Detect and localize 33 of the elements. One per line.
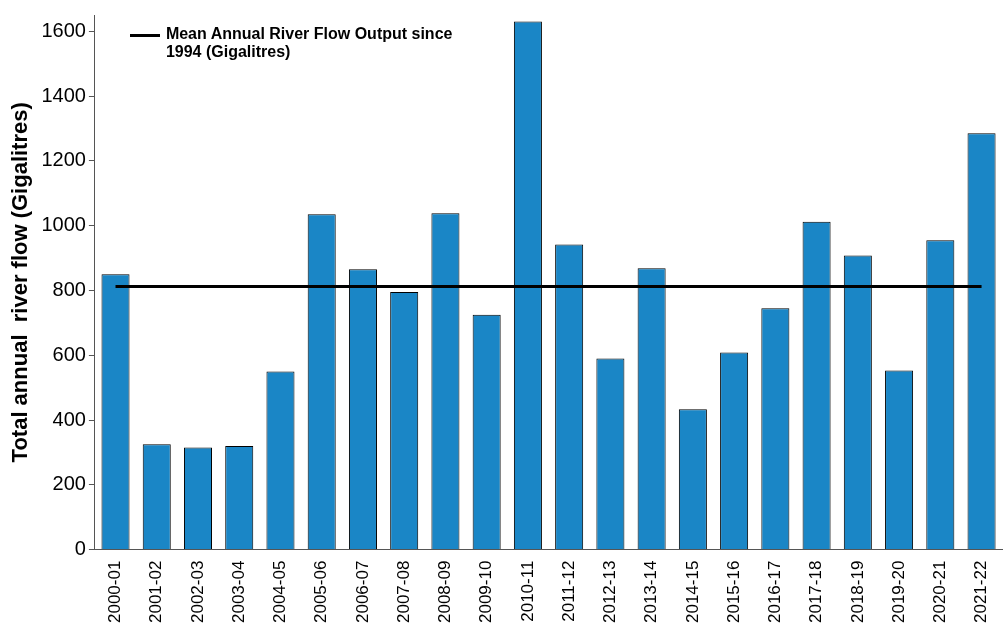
x-tick-label: 2014-15 [682, 560, 702, 623]
y-tick-label: 1600 [41, 18, 86, 41]
y-axis-title: Total annual river flow (Gigalitres) [7, 102, 33, 463]
x-tick-label: 2016-17 [765, 560, 785, 623]
y-tick-label: 800 [52, 277, 86, 300]
y-tick-label: 600 [52, 342, 86, 365]
y-tick-label: 1400 [41, 83, 86, 106]
y-tick-label: 400 [52, 407, 86, 430]
x-tick-label: 2017-18 [806, 560, 826, 623]
x-tick-label: 2015-16 [723, 560, 743, 623]
x-tick-label: 2019-20 [888, 560, 908, 623]
x-tick-label: 2006-07 [352, 560, 372, 623]
x-tick-label: 2010-11 [517, 560, 537, 622]
x-tick-label: 2002-03 [187, 560, 207, 623]
x-tick-label: 2000-01 [105, 560, 125, 623]
x-tick-label: 2008-09 [435, 560, 455, 623]
x-tick-label: 2013-14 [641, 560, 661, 623]
x-tick-label: 2011-12 [558, 560, 578, 622]
x-tick-label: 2018-19 [847, 560, 867, 623]
y-tick-label: 1000 [41, 213, 86, 236]
x-tick-label: 2009-10 [476, 560, 496, 623]
x-tick-label: 2012-13 [600, 560, 620, 623]
x-tick-label: 2020-21 [930, 560, 949, 623]
x-tick-label: 2004-05 [270, 560, 290, 623]
legend-label: Mean Annual River Flow Output since 1994 (Gigalitres) [165, 25, 454, 61]
y-tick-label: 1200 [41, 148, 86, 171]
x-tick-label: 2001-02 [146, 560, 166, 623]
x-tick-label: 2003-04 [228, 560, 248, 623]
y-tick-label: 0 [74, 537, 86, 560]
x-tick-label: 2007-08 [393, 560, 413, 623]
y-tick-label: 200 [52, 472, 86, 495]
x-tick-label: 2021-22 [971, 560, 991, 623]
x-tick-label: 2005-06 [311, 560, 331, 623]
